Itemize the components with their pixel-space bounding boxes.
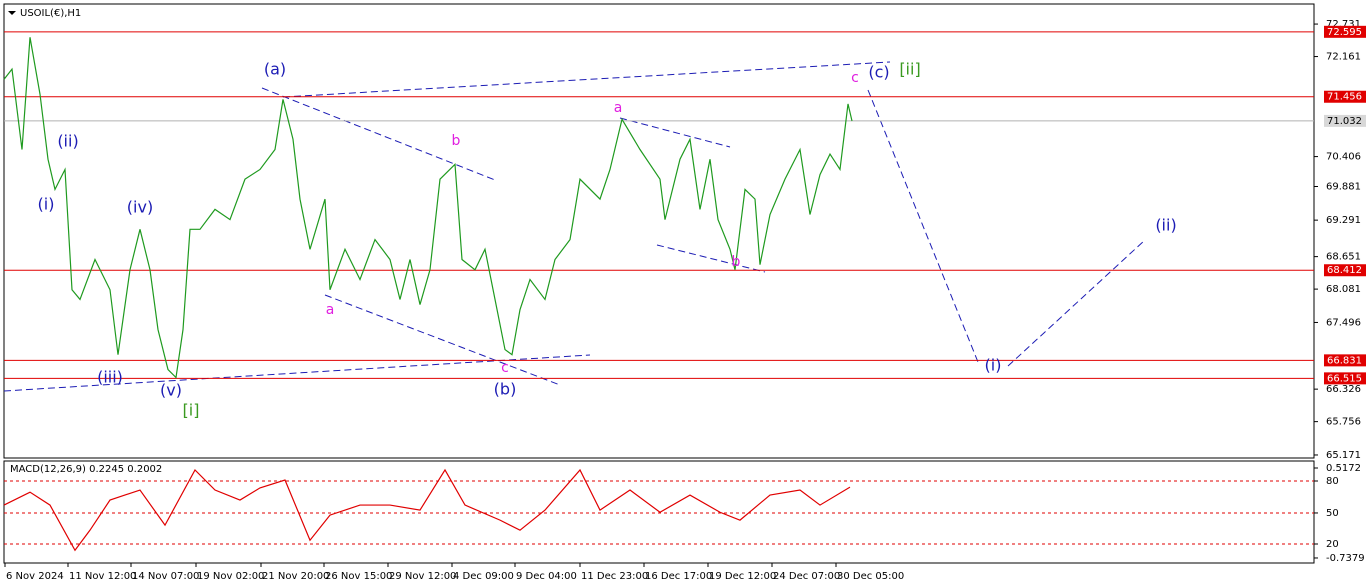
macd-title: MACD(12,26,9) 0.2245 0.2002: [10, 464, 162, 475]
wave-label: (iv): [127, 198, 153, 217]
y-tick-label: 65.756: [1326, 417, 1361, 428]
x-tick-label: 9 Dec 04:00: [516, 571, 577, 582]
level-label: 72.595: [1327, 27, 1362, 38]
wave-label: a: [326, 302, 335, 318]
x-tick-label: 4 Dec 09:00: [453, 571, 514, 582]
x-tick-label: 21 Nov 20:00: [262, 571, 329, 582]
x-tick-label: 11 Nov 12:00: [69, 571, 136, 582]
wave-label: b: [732, 254, 741, 270]
wave-label: a: [614, 100, 623, 116]
wave-label: (ii): [57, 132, 78, 151]
price-line: [3, 468, 851, 552]
y-tick-label: 67.496: [1326, 317, 1361, 328]
y-tick-label: 69.881: [1326, 182, 1361, 193]
y-tick-label: 20: [1326, 539, 1339, 550]
wave-label: (ii): [1155, 216, 1176, 235]
y-tick-label: 72.731: [1326, 19, 1361, 30]
x-tick-label: 6 Nov 2024: [6, 571, 64, 582]
y-tick-label: 66.326: [1326, 384, 1361, 395]
price-panel: [3, 3, 1315, 459]
wave-label: (b): [494, 380, 517, 399]
level-label: 66.831: [1327, 355, 1362, 366]
y-tick-label: 68.651: [1326, 252, 1361, 263]
wave-label: [ii]: [899, 60, 920, 79]
level-label-box: [1324, 25, 1366, 38]
wave-label: c: [851, 70, 859, 86]
trendline: [261, 87, 496, 181]
chart-title: USOIL(€),H1: [20, 8, 81, 19]
x-tick-label: 26 Nov 15:00: [325, 571, 392, 582]
y-tick-label: -0.7379: [1326, 553, 1365, 564]
x-tick-label: 24 Dec 07:00: [773, 571, 840, 582]
x-tick-label: 11 Dec 23:00: [581, 571, 648, 582]
y-tick-label: 70.406: [1326, 152, 1361, 163]
trendline: [3, 354, 591, 392]
wave-label: (i): [38, 195, 55, 214]
current-price-label: 71.032: [1327, 116, 1362, 127]
price-line: [3, 37, 853, 379]
level-label-box: [1324, 264, 1366, 277]
trendline: [619, 117, 731, 148]
menu-arrow[interactable]: [8, 11, 16, 15]
trendline: [282, 61, 891, 98]
wave-label: (iii): [97, 368, 123, 387]
y-tick-label: 65.171: [1326, 450, 1361, 461]
trendline: [324, 294, 561, 386]
level-label: 68.412: [1327, 265, 1362, 276]
wave-label: [i]: [183, 401, 200, 420]
level-label: 66.515: [1327, 373, 1362, 384]
y-tick-label: 80: [1326, 476, 1339, 487]
trendline: [1007, 239, 1146, 367]
y-tick-label: 72.161: [1326, 52, 1361, 63]
y-tick-label: 68.081: [1326, 284, 1361, 295]
macd-panel: [3, 460, 1315, 564]
level-label-box: [1324, 90, 1366, 103]
x-tick-label: 19 Nov 02:00: [197, 571, 264, 582]
trendlines: [3, 61, 1146, 392]
level-label: 71.456: [1327, 92, 1362, 103]
current-price-box: [1324, 114, 1366, 127]
trendline: [867, 89, 979, 363]
x-tick-label: 30 Dec 05:00: [837, 571, 904, 582]
wave-label: (a): [264, 60, 286, 79]
wave-label: (c): [868, 63, 889, 82]
x-tick-label: 16 Dec 17:00: [645, 571, 712, 582]
level-label-box: [1324, 372, 1366, 385]
y-tick-label: 0.5172: [1326, 463, 1361, 474]
trendline: [656, 244, 766, 273]
x-tick-label: 19 Dec 12:00: [709, 571, 776, 582]
y-tick-label: 50: [1326, 508, 1339, 519]
wave-label: c: [501, 360, 509, 376]
wave-label: b: [452, 133, 461, 149]
wave-label: (i): [985, 356, 1002, 375]
level-label-box: [1324, 354, 1366, 367]
wave-label: (v): [160, 381, 182, 400]
x-tick-label: 14 Nov 07:00: [132, 571, 199, 582]
x-tick-label: 29 Nov 12:00: [389, 571, 456, 582]
y-tick-label: 69.291: [1326, 215, 1361, 226]
